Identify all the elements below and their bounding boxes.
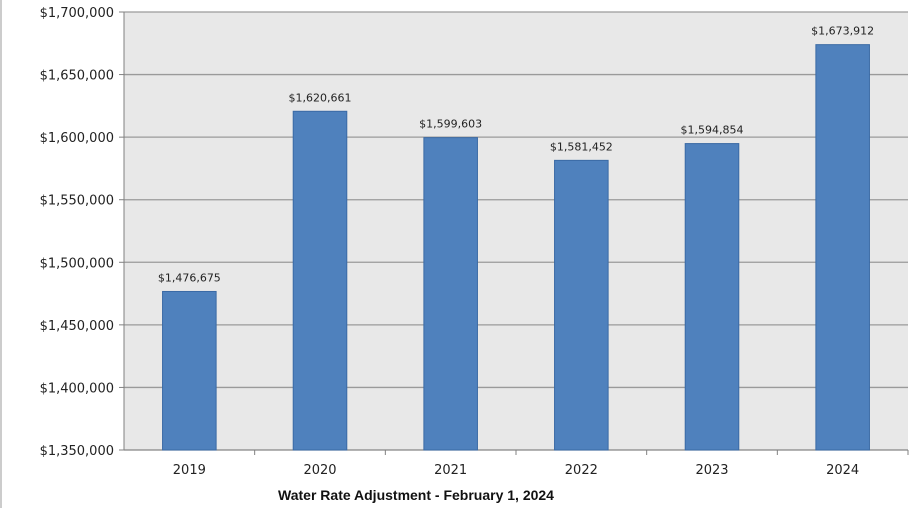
y-tick-label: $1,600,000	[40, 131, 114, 146]
bar-2022	[554, 159, 609, 451]
x-tick-label-2021: 2021	[434, 463, 467, 478]
y-tick-label: $1,550,000	[40, 194, 114, 209]
y-tick-label: $1,350,000	[40, 444, 114, 459]
y-tick-label: $1,700,000	[40, 6, 114, 21]
x-tick-label-2020: 2020	[303, 463, 336, 478]
y-tick-label: $1,400,000	[40, 381, 114, 396]
bar-2019	[162, 290, 217, 451]
data-label-2024: $1,673,912	[811, 25, 874, 38]
y-tick-label: $1,450,000	[40, 319, 114, 334]
plot-area	[124, 12, 908, 450]
bar-2021	[423, 137, 478, 451]
data-label-2023: $1,594,854	[681, 124, 744, 137]
y-tick-label: $1,500,000	[40, 256, 114, 271]
x-tick-label-2022: 2022	[565, 463, 598, 478]
data-label-2021: $1,599,603	[419, 118, 482, 131]
x-tick-label-2024: 2024	[826, 463, 859, 478]
data-label-2020: $1,620,661	[289, 91, 352, 104]
data-label-2022: $1,581,452	[550, 140, 613, 153]
data-label-2019: $1,476,675	[158, 271, 221, 284]
x-tick-label-2019: 2019	[173, 463, 206, 478]
bar-2020	[292, 110, 348, 451]
x-axis-title: Water Rate Adjustment - February 1, 2024	[278, 487, 554, 503]
bar-2024	[815, 44, 870, 451]
y-tick-label: $1,650,000	[40, 69, 114, 84]
bar-2023	[684, 143, 740, 451]
x-tick-label-2023: 2023	[695, 463, 728, 478]
